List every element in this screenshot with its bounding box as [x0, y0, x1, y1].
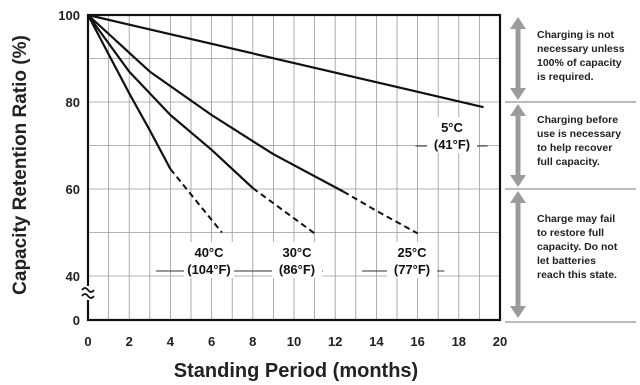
x-tick-label: 8 — [249, 334, 256, 349]
x-tick-label: 20 — [493, 334, 507, 349]
series-labels: 5°C (41°F) 25°C (77°F) 30°C (86°F) 40°C (104°F) — [155, 117, 488, 278]
series-label-25c: 25°C — [397, 245, 427, 260]
plot-border — [86, 13, 502, 322]
x-tick-label: 16 — [410, 334, 424, 349]
x-tick-label: 12 — [328, 334, 342, 349]
zone-arrow-head-down — [510, 306, 526, 318]
zone-arrow-head-down — [510, 88, 526, 100]
zones-panel — [505, 12, 636, 323]
label-background — [427, 117, 477, 153]
label-background — [387, 242, 437, 278]
x-tick-label: 14 — [369, 334, 384, 349]
charging-zones: Charging is not necessary unless 100% of c… — [505, 12, 636, 323]
x-tick-label: 2 — [126, 334, 133, 349]
x-tick-label: 0 — [84, 334, 91, 349]
series-label-40c: 40°C — [194, 245, 224, 260]
series-label-5c: 5°C — [441, 120, 463, 135]
zone-arrow-head-up — [510, 17, 526, 29]
series-label-5c: (41°F) — [434, 137, 470, 152]
y-tick-label: 80 — [66, 95, 80, 110]
series-lines — [87, 13, 484, 235]
series-line-25c — [87, 14, 344, 193]
zone-note-line: necessary unless — [537, 43, 625, 55]
x-tick-label: 10 — [287, 334, 301, 349]
zone-note-line: is required. — [537, 71, 594, 83]
series-line-40c-extrapolated — [169, 168, 223, 234]
zone-note-line: Charging is not — [537, 29, 615, 41]
x-tick-label: 4 — [167, 334, 175, 349]
zone-note-line: Charging before — [537, 114, 618, 126]
axis-break-gap — [82, 286, 94, 300]
series-line-25c-extrapolated — [342, 190, 419, 235]
zone-note-line: Charge may fail — [537, 213, 615, 225]
label-background — [184, 242, 234, 278]
y-tick-label: 60 — [66, 182, 80, 197]
zone-arrow-head-down — [510, 175, 526, 187]
axis-break-mark — [81, 287, 95, 299]
label-background — [272, 242, 322, 278]
x-tick-label: 6 — [208, 334, 215, 349]
series-line-30c-extrapolated — [252, 187, 316, 235]
zone-note-line: 100% of capacity — [537, 57, 622, 69]
x-tick-label: 18 — [452, 334, 466, 349]
y-tick-label: 40 — [66, 269, 80, 284]
plot-frame — [81, 13, 502, 322]
series-label-30c: (86°F) — [279, 262, 315, 277]
zone-note-line: use is necessary — [537, 128, 621, 140]
zone-note-line: let batteries — [537, 255, 596, 267]
series-line-5c — [87, 13, 484, 109]
zone-note-line: to restore full — [537, 227, 604, 239]
series-label-25c: (77°F) — [394, 262, 430, 277]
series-label-40c: (104°F) — [187, 262, 231, 277]
y-tick-label: 0 — [73, 313, 80, 328]
zone-arrow-head-up — [510, 191, 526, 203]
zone-arrow-head-up — [510, 104, 526, 116]
series-line-30c — [87, 14, 254, 189]
series-label-30c: 30°C — [282, 245, 312, 260]
zone-note-line: reach this state. — [537, 269, 617, 281]
tick-labels: 0 2 4 6 8 10 12 14 16 18 20 100 80 60 40 0 — [58, 8, 507, 349]
series-line-40c — [87, 14, 172, 170]
y-axis-title: Capacity Retention Ratio (%) — [10, 35, 31, 295]
zone-note-line: capacity. Do not — [537, 241, 618, 253]
x-axis-title: Standing Period (months) — [174, 360, 418, 382]
y-tick-label: 100 — [58, 8, 80, 23]
zone-note-line: to help recover — [537, 142, 612, 154]
zone-note-line: full capacity. — [537, 156, 600, 168]
